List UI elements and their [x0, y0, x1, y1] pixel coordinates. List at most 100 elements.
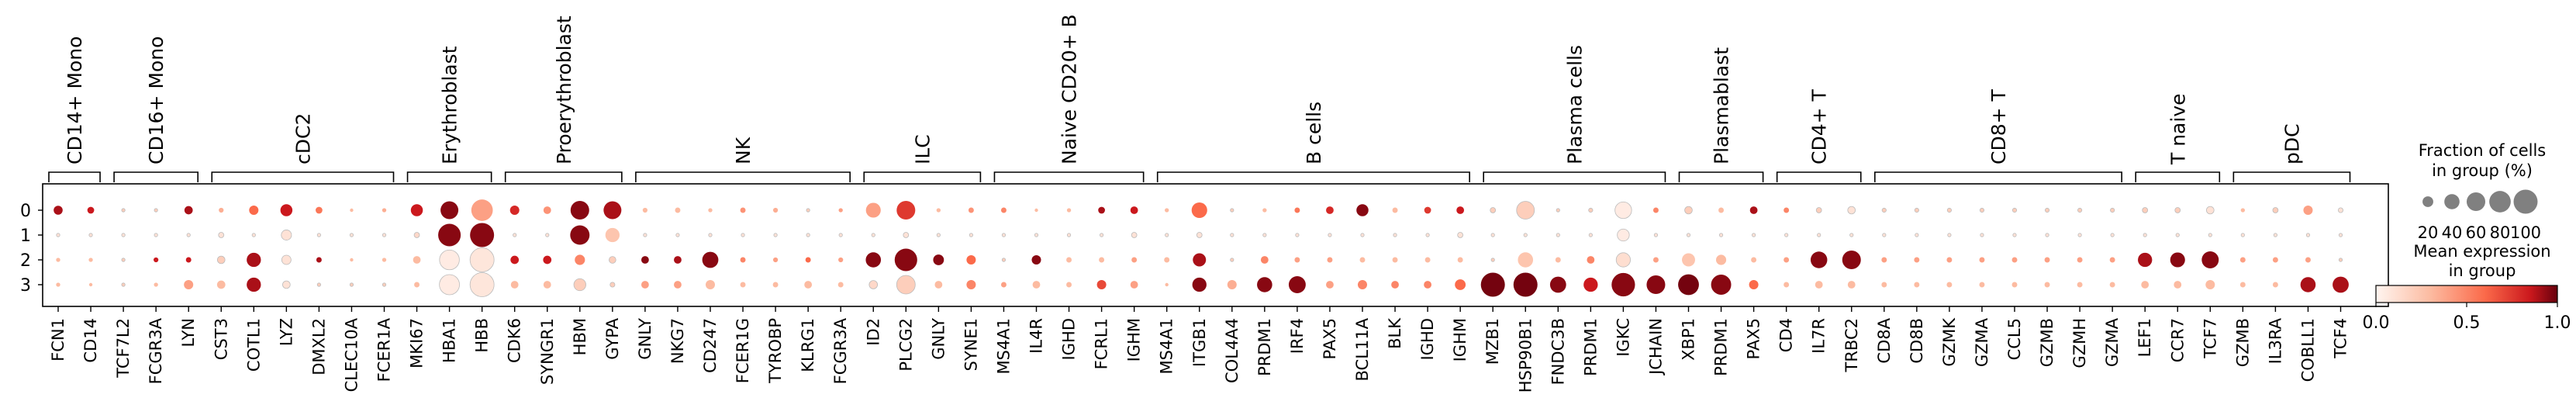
dot — [1914, 257, 1920, 263]
dot — [741, 233, 745, 237]
dot — [2300, 277, 2316, 292]
dot — [1810, 251, 1828, 268]
dot — [247, 252, 261, 268]
gene-label: FCGR3A — [831, 317, 850, 384]
dot — [350, 208, 354, 213]
dot — [1230, 208, 1234, 213]
dot — [1034, 233, 1039, 237]
dot — [251, 233, 256, 237]
dot — [1424, 257, 1431, 263]
dot — [218, 232, 225, 238]
dot — [1098, 206, 1105, 214]
gene-label: HBA1 — [440, 318, 459, 363]
dot — [1294, 257, 1300, 263]
row-labels: 0 1 2 3 — [20, 202, 43, 296]
gene-label: CST3 — [212, 318, 230, 360]
dot — [121, 258, 126, 262]
dot — [2141, 281, 2150, 289]
gene-label: FNDC3B — [1549, 318, 1567, 385]
dot — [2240, 233, 2245, 237]
dot — [2272, 207, 2279, 213]
dot — [349, 282, 354, 287]
dot — [806, 208, 810, 213]
gene-label: IGKC — [1614, 318, 1632, 357]
group-label: CD8+ T — [1987, 88, 2010, 164]
dot — [740, 257, 746, 263]
dot — [1490, 233, 1495, 237]
gene-label: XBP1 — [1680, 318, 1698, 361]
dot — [2044, 282, 2050, 288]
dot — [1946, 207, 1952, 213]
dot — [2272, 257, 2278, 263]
gene-label: GNLY — [636, 318, 654, 360]
dot — [1946, 257, 1953, 263]
dot — [1711, 275, 1732, 295]
size-legend-label: 100 — [2510, 223, 2541, 242]
dot — [1614, 201, 1632, 220]
gene-label: NKG7 — [668, 318, 687, 364]
dot — [1881, 282, 1887, 288]
group-bracket — [211, 171, 395, 182]
dot — [1946, 282, 1953, 288]
dot — [56, 282, 60, 287]
gene-label: CCL5 — [2005, 318, 2024, 360]
gene-label: CLEC10A — [342, 317, 361, 392]
gene-label: CDK6 — [506, 318, 524, 363]
dot — [1815, 207, 1822, 213]
dot — [1849, 233, 1854, 237]
dot — [56, 258, 60, 262]
dot — [1881, 257, 1887, 263]
dot — [1130, 206, 1138, 214]
group-label: CD14+ Mono — [64, 36, 86, 164]
group-label: B cells — [1303, 102, 1325, 164]
gene-label: TRBC2 — [1842, 318, 1861, 372]
dot — [316, 206, 323, 214]
dot — [382, 208, 387, 213]
dot — [1556, 208, 1560, 213]
dot — [413, 232, 420, 238]
dot — [1490, 207, 1497, 213]
gene-label: TCF7 — [2201, 318, 2219, 359]
dot — [1556, 233, 1560, 237]
dot — [545, 233, 550, 237]
dot — [1980, 233, 1984, 237]
dot — [184, 206, 193, 215]
dots — [54, 199, 2349, 297]
dot — [838, 233, 843, 237]
size-legend-title: in group (%) — [2432, 161, 2533, 180]
dot — [154, 282, 158, 287]
gene-label: PRDM1 — [1255, 318, 1274, 376]
group-bracket — [1874, 171, 2122, 182]
dot — [702, 251, 719, 268]
group-bracket — [1776, 171, 1862, 182]
dot — [868, 280, 879, 289]
dot — [216, 280, 226, 289]
dot — [1715, 254, 1727, 265]
dot — [316, 282, 321, 287]
dot — [865, 202, 881, 218]
dot — [1684, 206, 1693, 215]
dot — [1131, 232, 1138, 238]
dot — [1457, 232, 1464, 238]
gene-label: IGHM — [1451, 318, 1469, 361]
dot — [2174, 207, 2181, 213]
dot — [2333, 276, 2349, 293]
gene-label: CD8A — [1875, 317, 1894, 363]
dot — [966, 254, 976, 265]
dot — [1516, 201, 1535, 220]
colorbar-label: 0.5 — [2453, 313, 2481, 333]
dot — [675, 233, 680, 237]
gene-label: CD8B — [1908, 318, 1926, 364]
dot — [1914, 207, 1919, 213]
dot — [1881, 207, 1887, 213]
gene-label: KLRG1 — [799, 318, 817, 372]
dot — [1847, 206, 1856, 215]
dot — [2011, 257, 2018, 263]
dot — [1230, 258, 1234, 262]
dot — [1882, 233, 1887, 237]
gene-label: FCRL1 — [1093, 318, 1111, 369]
dot — [471, 199, 493, 221]
dot — [410, 204, 423, 216]
gene-label: FCGR3A — [147, 317, 165, 384]
